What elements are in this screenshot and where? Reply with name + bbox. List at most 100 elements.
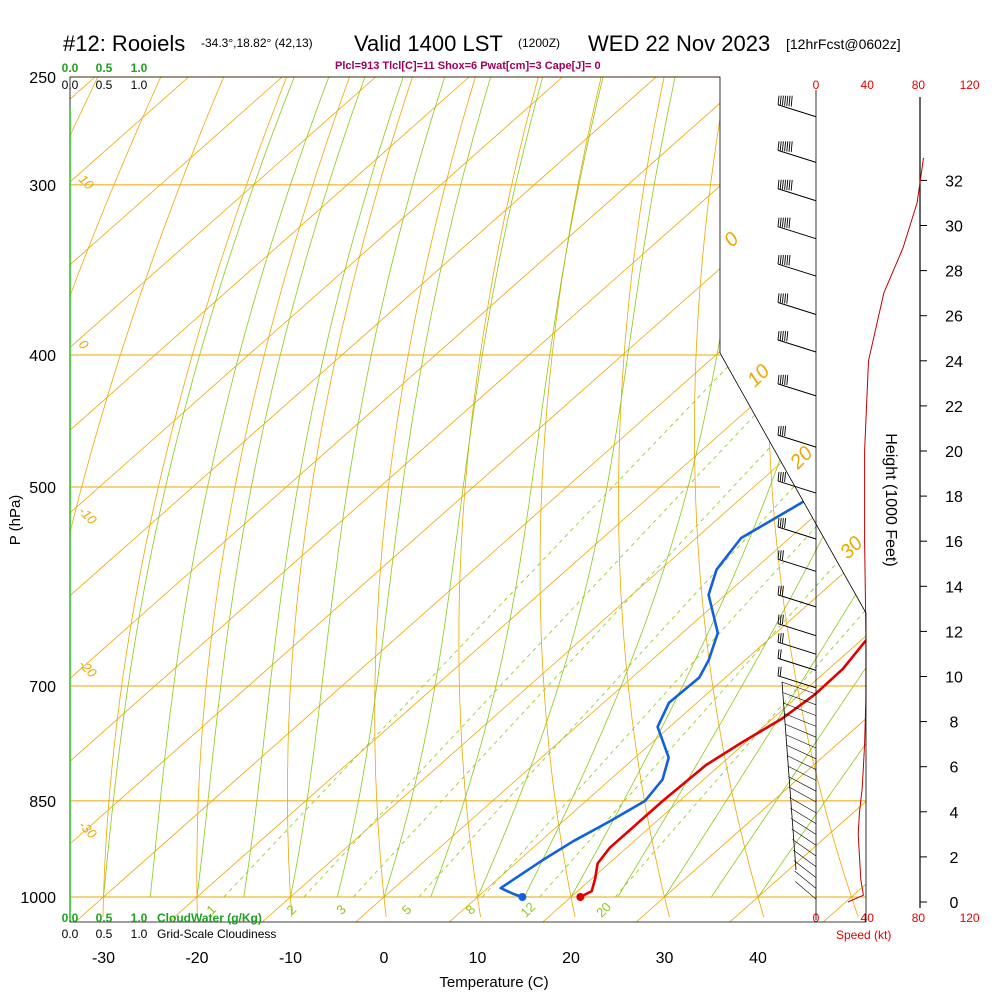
- wind-barb-flag: [788, 141, 791, 152]
- pressure-tick-label: 400: [29, 348, 56, 365]
- moist-adiabat-line: [103, 77, 295, 898]
- wind-barb-flag: [781, 255, 784, 265]
- wind-barb-staff: [777, 226, 817, 240]
- wind-barb-flag: [781, 217, 784, 228]
- height-tick-label: 0: [950, 895, 959, 912]
- wind-barb-staff: [777, 263, 817, 277]
- moist-adiabat-line: [757, 77, 866, 898]
- wind-barb-flag: [784, 517, 787, 528]
- wind-barb-flag: [779, 666, 782, 677]
- chart-header: #12: Rooiels -34.3°,18.82° (42,13) Valid…: [0, 0, 1000, 80]
- wind-barb-flag: [777, 179, 780, 189]
- speed-tick-top: 0: [813, 78, 820, 92]
- dry-adiabat-line: [976, 77, 1000, 917]
- dry-adiabat-label: -10: [76, 504, 100, 528]
- wind-barb-flag: [777, 141, 780, 151]
- speed-tick-top: 120: [960, 78, 980, 92]
- low-level-wind-barb: [781, 681, 797, 871]
- isotherm-line: [70, 77, 866, 922]
- isotherm-line: [74, 77, 866, 922]
- height-tick-label: 4: [950, 805, 959, 822]
- cloudiness-tick-bottom: 0.0: [62, 927, 79, 941]
- temperature-tick-label: 20: [562, 950, 580, 967]
- wind-barb-staff: [777, 104, 817, 118]
- temperature-tick-label: -10: [279, 950, 302, 967]
- wind-barb-staff: [777, 149, 817, 163]
- isotherm-line: [542, 77, 866, 922]
- wind-barb-flag: [781, 426, 784, 436]
- wind-barb-flag: [788, 217, 791, 229]
- wind-barb-flag: [779, 649, 782, 659]
- speed-tick-bottom: 40: [861, 911, 875, 925]
- sounding-profiles: [499, 103, 866, 901]
- dry-adiabat-line: [70, 77, 162, 918]
- low-level-wind-barb: [790, 807, 817, 824]
- cloudwater-tick-top: 0.0: [62, 61, 79, 75]
- moist-adiabat-label: 10: [743, 360, 774, 391]
- isotherm-line: [70, 77, 283, 922]
- x-axis-label: Temperature (C): [439, 974, 548, 991]
- wind-barb-flag: [779, 95, 782, 106]
- height-tick-label: 18: [945, 489, 963, 506]
- wind-barb-flag: [777, 217, 780, 227]
- height-tick-label: 2: [950, 850, 959, 867]
- isotherm-line: [70, 77, 750, 922]
- low-level-wind-barb: [781, 681, 817, 695]
- isotherm-line: [635, 77, 866, 922]
- mixing-ratio-label: 5: [399, 902, 415, 918]
- height-tick-label: 28: [945, 264, 963, 281]
- temperature-tick-label: -30: [92, 950, 115, 967]
- low-level-wind-barb: [785, 734, 817, 749]
- wind-barb-staff: [777, 594, 817, 608]
- low-level-wind-barb: [791, 828, 817, 846]
- wind-barb-flag: [779, 217, 782, 228]
- plot-frame: [69, 76, 867, 923]
- wind-barb-flag: [784, 330, 787, 341]
- isotherm-line: [0, 77, 2, 922]
- wind-barb-staff: [777, 558, 817, 572]
- wind-barb-flag: [786, 255, 789, 266]
- wind-barb-flag: [781, 614, 784, 625]
- moist-adiabat-line: [383, 77, 544, 898]
- wind-barb-flag: [779, 550, 782, 560]
- wind-barb-flag: [779, 472, 782, 482]
- wind-barb-flag: [777, 426, 780, 436]
- dry-adiabat-line: [694, 77, 765, 918]
- wind-barb-staff: [777, 301, 817, 315]
- isotherm-line: [70, 77, 189, 922]
- wind-barb-staff: [777, 641, 817, 655]
- wind-barb-flag: [779, 293, 782, 303]
- wind-barb-flag: [781, 374, 784, 385]
- mixing-ratio-label: 3: [333, 902, 349, 918]
- pressure-tick-label: 250: [29, 70, 56, 87]
- speed-tick-bottom: 80: [912, 911, 926, 925]
- isotherm-line: [261, 77, 866, 922]
- wind-barb-flag: [777, 550, 780, 560]
- isotherm-line: [822, 77, 866, 922]
- wind-barb-flag: [784, 426, 787, 437]
- dry-adiabat-line: [70, 77, 225, 918]
- height-tick-label: 20: [945, 444, 963, 461]
- wind-barb-flag: [786, 293, 789, 304]
- dry-adiabat-line: [287, 77, 413, 918]
- isotherm-line: [70, 77, 563, 922]
- low-level-wind-barb: [784, 723, 817, 738]
- wind-barb-flag: [777, 374, 780, 384]
- wind-barb-flag: [788, 95, 791, 107]
- height-tick-label: 30: [945, 219, 963, 236]
- forecast-run: [12hrFcst@0602z]: [786, 36, 901, 52]
- wind-barb-flag: [786, 330, 789, 342]
- cloudwater-tick-bottom: 0.5: [96, 911, 113, 925]
- height-tick-label: 6: [950, 760, 959, 777]
- wind-barb-flag: [779, 426, 782, 436]
- isotherm-line: [355, 77, 866, 922]
- isobar-lines: [70, 76, 866, 898]
- wind-barb-flag: [781, 472, 784, 482]
- isotherm-line: [70, 77, 657, 922]
- mixing-ratio-line: [539, 354, 866, 898]
- wind-barb-staff: [777, 480, 817, 494]
- isotherm-line: [168, 77, 866, 922]
- wind-barb-flag: [779, 585, 782, 596]
- cloudiness-tick-top: 0.0: [62, 78, 79, 92]
